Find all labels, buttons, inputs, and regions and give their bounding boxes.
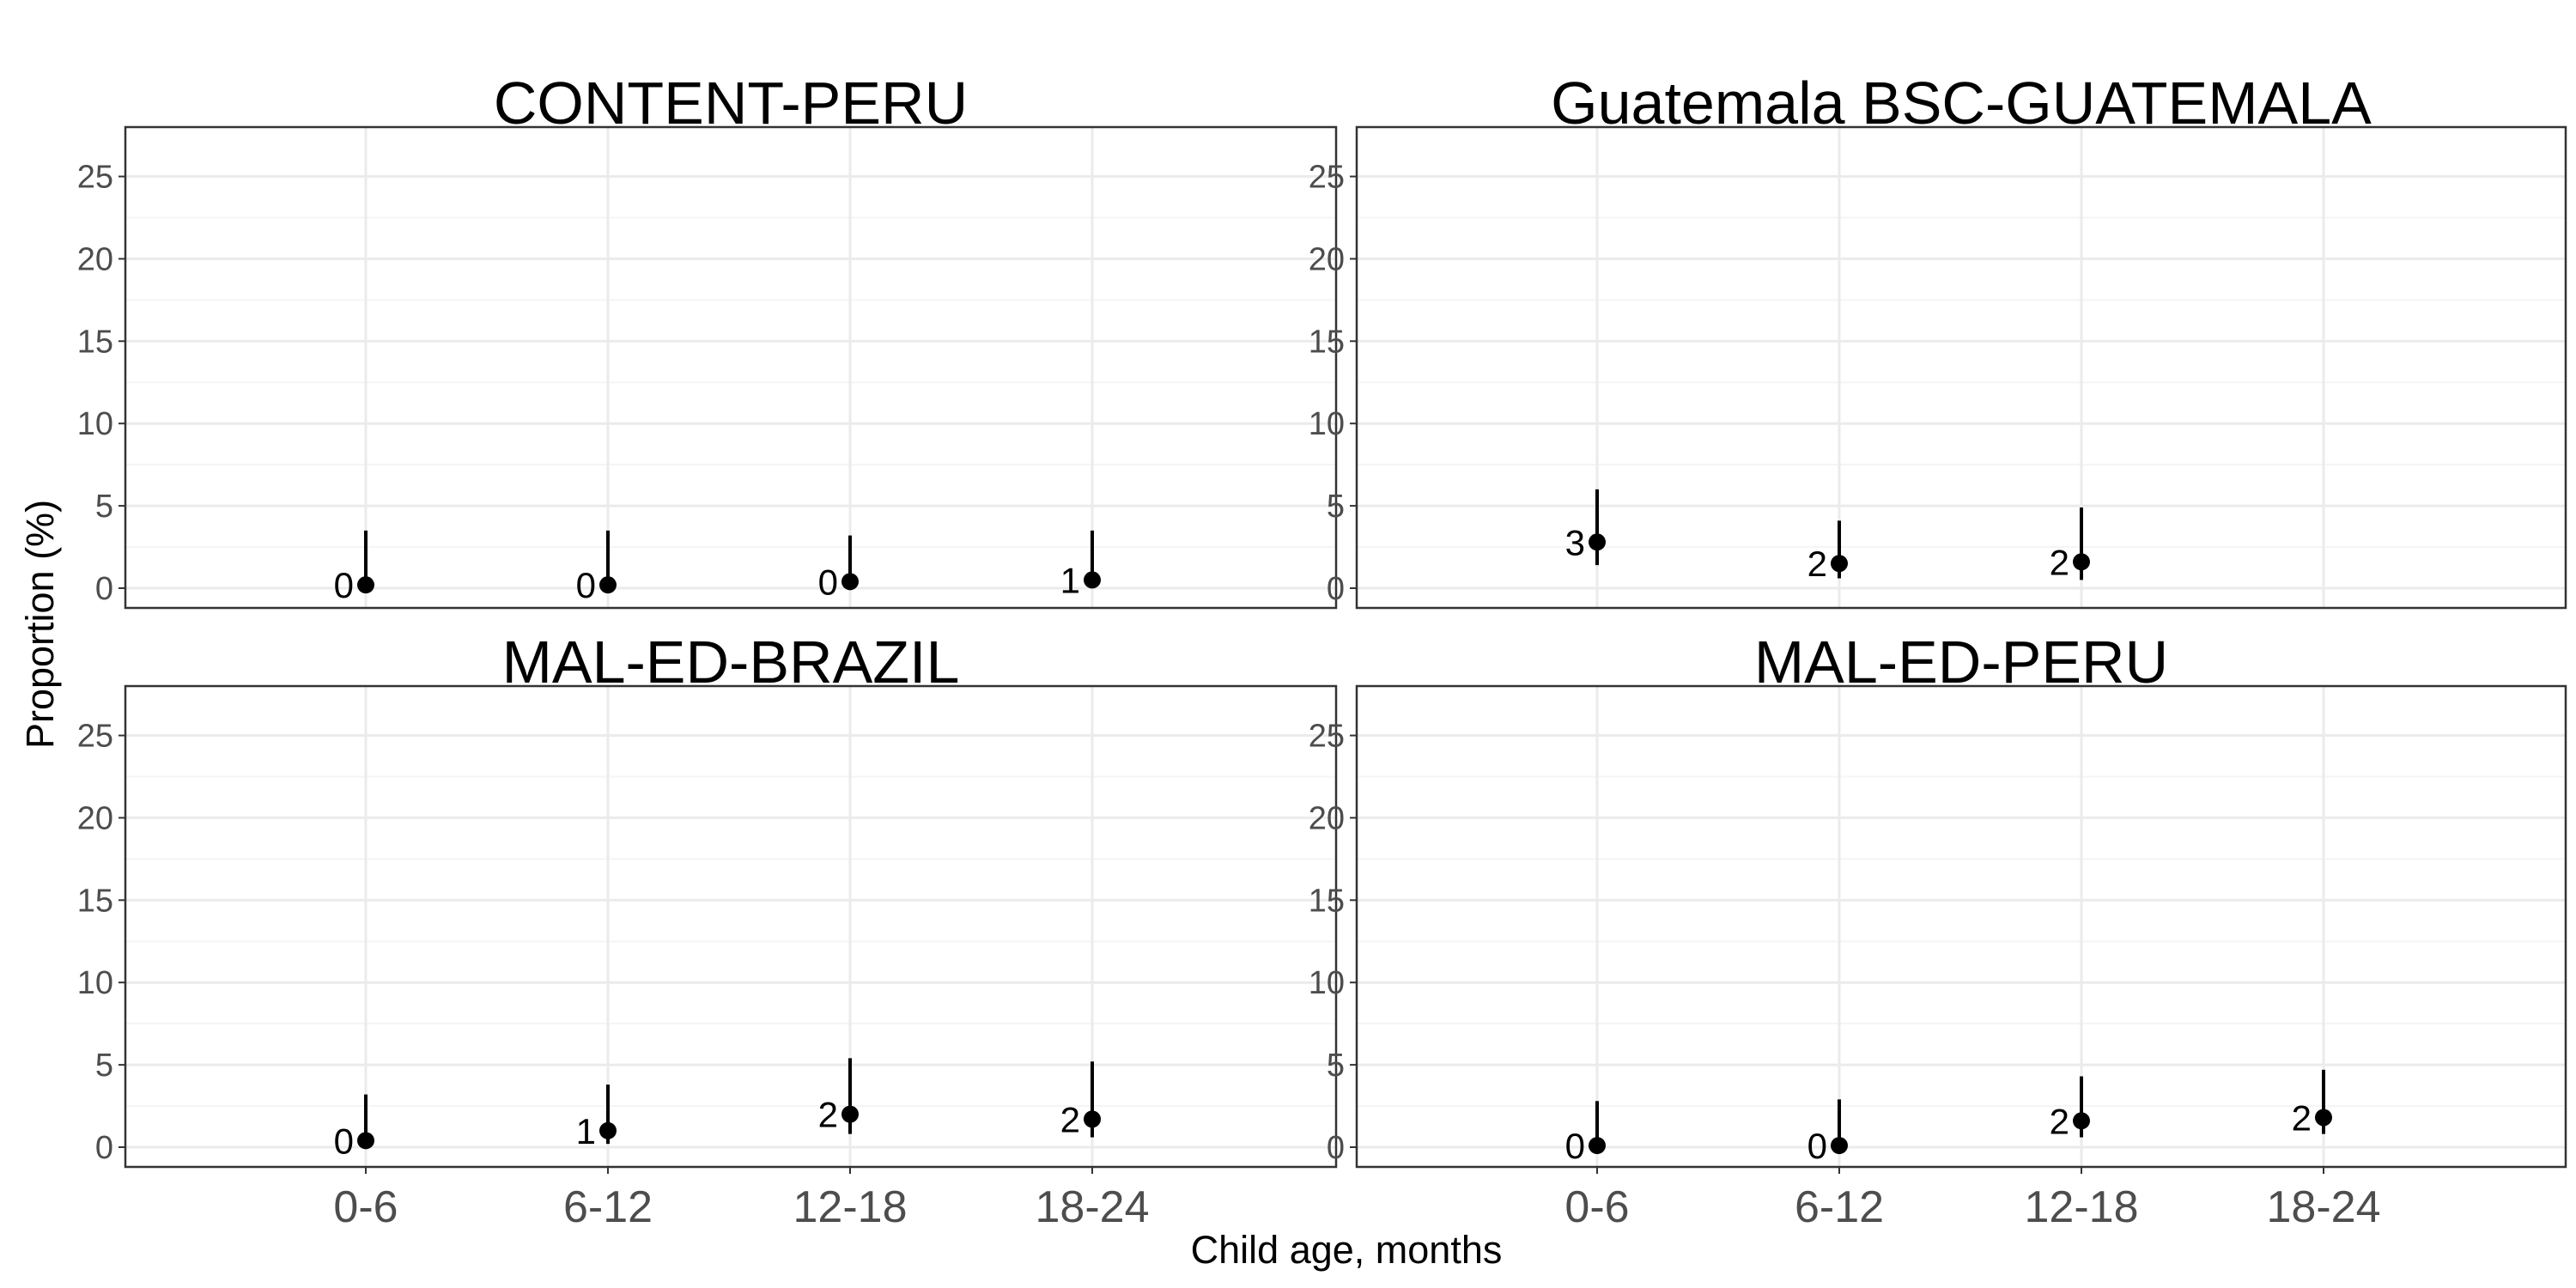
data-point [1084,1110,1101,1128]
y-tick-label: 25 [1309,719,1345,755]
panel: 0 5 10 15 20 25 CONTENT-PERU 0 0 0 1 [77,70,1338,610]
data-point [841,1105,859,1123]
y-tick-label: 0 [95,1130,113,1166]
y-tick-label: 5 [1327,489,1345,525]
y-tick-label: 20 [1309,241,1345,277]
y-tick-label: 25 [77,719,113,755]
y-tick-label: 5 [95,1048,113,1084]
y-tick-label: 25 [1309,160,1345,196]
y-tick-label: 0 [95,571,113,607]
y-tick-label: 20 [1309,800,1345,836]
point-label: 2 [2050,542,2069,582]
y-tick-label: 0 [1327,1130,1345,1166]
data-point [357,576,374,594]
facet-title: MAL-ED-BRAZIL [502,629,960,696]
point-label: 1 [576,1111,596,1151]
facet-title: Guatemala BSC-GUATEMALA [1551,70,2372,137]
y-tick-label: 15 [1309,324,1345,360]
y-tick-label: 10 [77,965,113,1001]
data-point [2315,1109,2332,1127]
y-tick-label: 0 [1327,571,1345,607]
data-point [1831,555,1848,573]
point-label: 2 [2292,1097,2312,1138]
point-label: 0 [334,1121,354,1161]
data-point [1831,1137,1848,1155]
facet-title: CONTENT-PERU [494,70,968,137]
x-tick-label: 0-6 [1564,1182,1629,1232]
point-label: 2 [818,1095,838,1135]
point-label: 3 [1565,522,1585,562]
panel-border [124,125,1338,610]
point-label: 1 [1060,560,1080,600]
panel: 0 5 10 15 20 25 Guatemala BSC-GUATEMALA 3 2 2 [1309,70,2567,610]
data-point [1084,571,1101,589]
y-tick-label: 25 [77,160,113,196]
x-axis-title: Child age, months [1191,1228,1503,1272]
point-label: 0 [334,565,354,605]
data-point [599,1121,617,1139]
y-tick-label: 10 [1309,406,1345,442]
panel-border [1355,684,2567,1169]
y-tick-label: 20 [77,241,113,277]
y-tick-label: 10 [77,406,113,442]
data-point [1589,1137,1606,1155]
point-label: 0 [1565,1126,1585,1166]
y-tick-label: 10 [1309,965,1345,1001]
point-label: 0 [576,565,596,605]
data-point [2073,553,2090,571]
panel-border [124,684,1338,1169]
x-tick-label: 18-24 [2267,1182,2381,1232]
point-label: 2 [1060,1099,1080,1139]
x-tick-label: 6-12 [563,1182,653,1232]
x-tick-label: 0-6 [333,1182,398,1232]
y-tick-label: 20 [77,800,113,836]
x-tick-label: 12-18 [2025,1182,2139,1232]
y-axis-title: Proportion (%) [18,500,62,749]
data-point [2073,1112,2090,1130]
data-point [841,573,859,591]
x-tick-label: 6-12 [1795,1182,1884,1232]
y-tick-label: 5 [1327,1048,1345,1084]
y-tick-label: 15 [1309,883,1345,919]
point-label: 2 [2050,1101,2069,1141]
data-point [1589,533,1606,551]
y-tick-label: 15 [77,324,113,360]
point-label: 2 [1807,544,1827,584]
y-tick-label: 5 [95,489,113,525]
point-label: 0 [818,562,838,602]
y-tick-label: 15 [77,883,113,919]
point-label: 0 [1807,1126,1827,1166]
x-tick-label: 18-24 [1036,1182,1150,1232]
data-point [599,576,617,594]
data-point [357,1132,374,1150]
panel: 0 5 10 15 20 25 MAL-ED-PERU 0-6 6-12 12-18 18-24 0 0… [1309,629,2567,1232]
facet-title: MAL-ED-PERU [1754,629,2168,696]
panel-border [1355,125,2567,610]
x-tick-label: 12-18 [793,1182,908,1232]
